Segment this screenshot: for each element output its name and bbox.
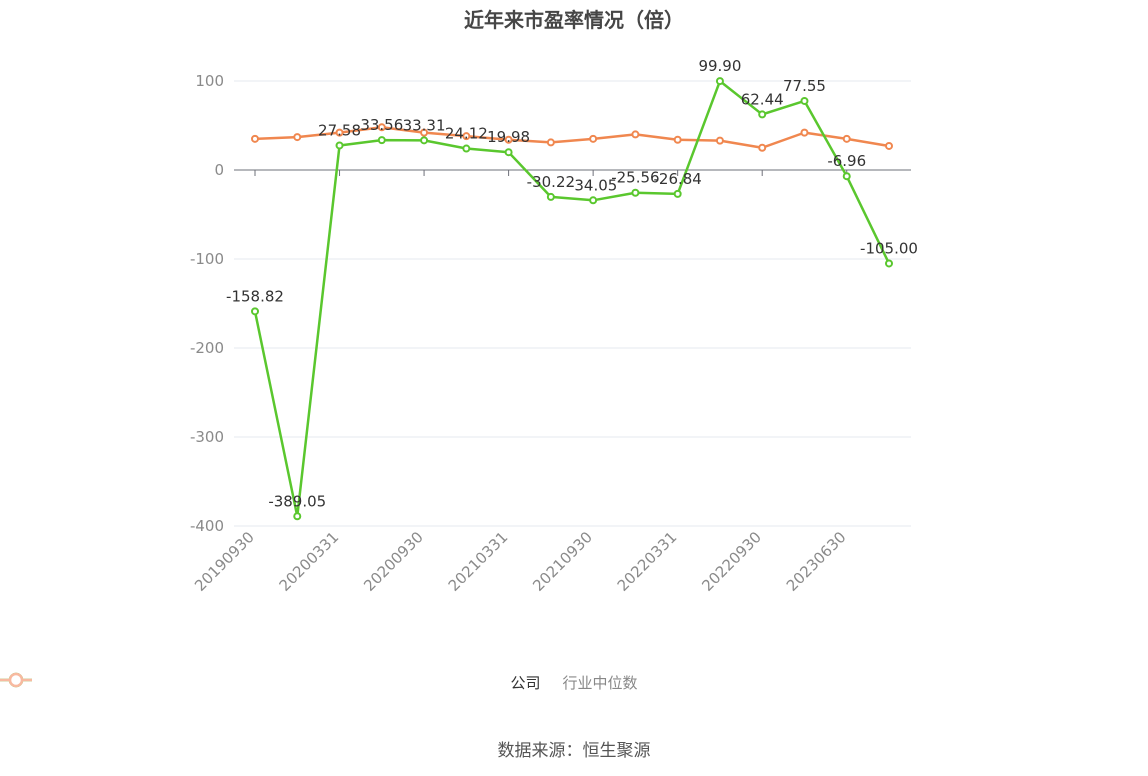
legend-industry-icon	[0, 672, 32, 688]
legend-item-company[interactable]: 公司	[0, 672, 541, 693]
legend: 公司 行业中位数	[0, 672, 1148, 693]
data-point-company	[631, 188, 640, 197]
data-point-company	[462, 144, 471, 153]
data-label: 33.56	[360, 116, 403, 134]
data-point-industry	[377, 123, 386, 132]
y-tick-label: -300	[190, 428, 224, 446]
legend-item-industry[interactable]: 行业中位数	[0, 672, 638, 693]
data-label: 33.31	[403, 116, 446, 134]
series-line-company	[253, 79, 891, 518]
data-point-company	[715, 77, 724, 86]
y-tick-label: -100	[190, 250, 224, 268]
data-point-industry	[842, 134, 851, 143]
x-tick-label: 20200930	[360, 528, 427, 595]
x-tick-label: 20220930	[698, 528, 765, 595]
data-point-industry	[758, 143, 767, 152]
data-point-company	[504, 148, 513, 157]
data-point-industry	[589, 134, 598, 143]
data-point-company	[546, 192, 555, 201]
legend-company-label: 公司	[510, 674, 541, 692]
data-label: -389.05	[268, 492, 326, 510]
y-tick-label: 0	[214, 161, 224, 179]
data-point-industry	[251, 134, 259, 143]
data-label: 27.58	[318, 121, 361, 139]
data-label: 62.44	[741, 90, 784, 108]
data-point-company	[335, 141, 344, 150]
data-label: -6.96	[827, 152, 866, 170]
data-label: 24.12	[445, 125, 488, 143]
data-label: -30.22	[527, 173, 575, 191]
data-point-company	[589, 196, 598, 205]
x-tick-label: 20200331	[276, 528, 343, 595]
x-tick-label: 20210331	[445, 528, 512, 595]
y-tick-label: 100	[195, 72, 224, 90]
data-point-industry	[673, 135, 682, 144]
data-point-company	[885, 259, 893, 268]
data-point-industry	[420, 128, 429, 137]
data-point-company	[251, 307, 259, 316]
data-point-industry	[885, 141, 893, 150]
data-point-company	[758, 110, 767, 119]
data-point-industry	[462, 132, 471, 141]
data-label: -26.84	[653, 170, 701, 188]
series-line-industry	[254, 126, 890, 149]
data-point-industry	[546, 138, 555, 147]
x-tick-label: 20210930	[529, 528, 596, 595]
data-label: -158.82	[226, 287, 284, 305]
data-point-company	[420, 136, 429, 145]
data-label: -105.00	[860, 239, 918, 257]
data-label: 99.90	[698, 57, 741, 75]
data-label: -25.56	[611, 169, 659, 187]
legend-industry-label: 行业中位数	[562, 674, 638, 692]
data-label: 77.55	[783, 77, 826, 95]
data-point-company	[800, 96, 809, 105]
data-point-industry	[504, 135, 513, 144]
data-point-industry	[715, 136, 724, 145]
data-point-company	[293, 512, 302, 521]
chart-title: 近年来市盈率情况（倍）	[464, 8, 684, 32]
data-source: 数据来源：恒生聚源	[497, 741, 651, 761]
y-tick-label: -400	[190, 517, 224, 535]
data-label: 19.98	[487, 128, 530, 146]
data-point-company	[673, 189, 682, 198]
data-point-company	[842, 172, 851, 181]
x-tick-label: 20230630	[783, 528, 850, 595]
data-point-industry	[800, 128, 809, 137]
x-tick-label: 20220331	[614, 528, 681, 595]
data-point-company	[377, 136, 386, 145]
x-tick-label: 20190930	[191, 528, 258, 595]
data-point-industry	[335, 128, 344, 137]
data-label: -34.05	[569, 176, 617, 194]
data-point-industry	[631, 130, 640, 139]
y-tick-label: -200	[190, 339, 224, 357]
data-point-industry	[293, 133, 302, 142]
